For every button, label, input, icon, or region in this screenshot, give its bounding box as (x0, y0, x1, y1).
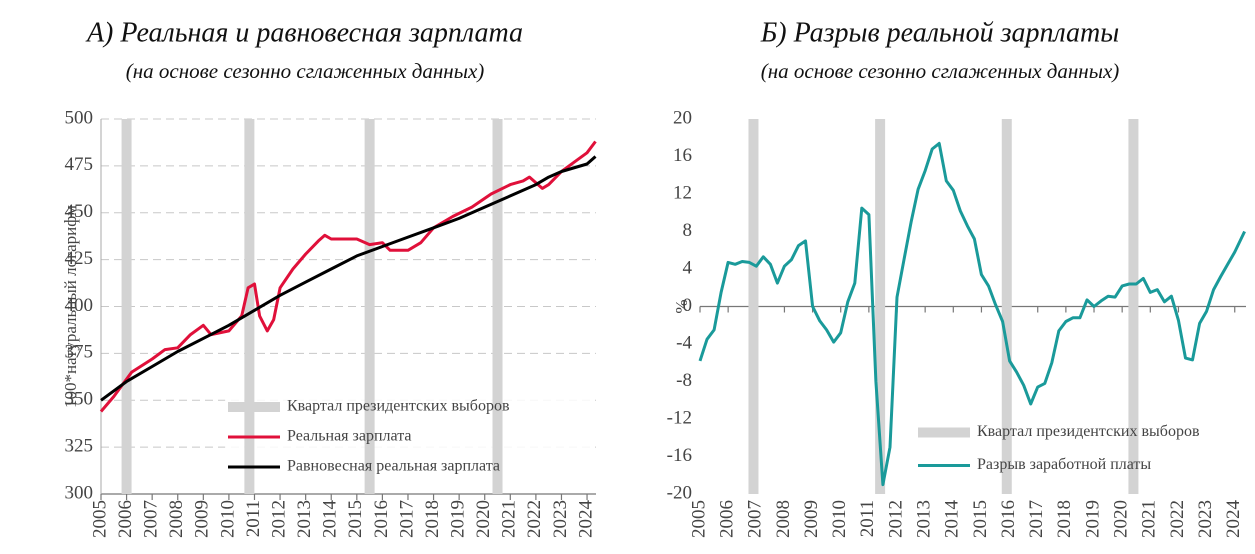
chart-title: Б) Разрыв реальной зарплаты (760, 17, 1119, 48)
legend-swatch (228, 402, 280, 412)
y-tick-label: 300 (65, 482, 94, 503)
x-tick-label: 2006 (717, 500, 738, 538)
election-bar (1001, 119, 1012, 494)
legend-box (915, 416, 1252, 486)
y-tick-label: -12 (667, 407, 692, 428)
x-tick-label: 2022 (524, 500, 545, 538)
y-tick-label: -16 (667, 445, 692, 466)
data-line (698, 141, 1246, 487)
x-tick-label: 2012 (885, 500, 906, 538)
x-tick-label: 2012 (268, 500, 289, 538)
x-tick-label: 2010 (829, 500, 850, 538)
y-tick-label: 12 (673, 182, 692, 203)
election-bar (875, 119, 886, 494)
y-tick-label: 400 (65, 295, 94, 316)
x-tick-label: 2011 (243, 500, 264, 537)
x-tick-label: 2017 (1026, 500, 1047, 538)
chart-subtitle: (на основе сезонно сглаженных данных) (126, 59, 485, 83)
election-bar (748, 119, 759, 494)
x-tick-label: 2013 (294, 500, 315, 538)
y-tick-label: 425 (65, 248, 94, 269)
legend-label: Квартал президентских выборов (977, 423, 1200, 440)
x-tick-label: 2005 (688, 500, 709, 538)
x-tick-label: 2009 (801, 500, 822, 538)
legend-label: Разрыв заработной платы (977, 456, 1151, 473)
x-tick-label: 2006 (115, 500, 136, 538)
election-bar (1128, 119, 1139, 494)
election-bar (121, 119, 132, 494)
x-tick-label: 2018 (422, 500, 443, 538)
x-tick-label: 2023 (1195, 500, 1216, 538)
legend-box (225, 392, 590, 486)
chart-title: А) Реальная и равновесная зарплата (85, 17, 523, 48)
legend-label: Равновесная реальная зарплата (287, 458, 500, 475)
x-tick-label: 2008 (166, 500, 187, 538)
election-bar (364, 119, 375, 494)
x-tick-label: 2019 (447, 500, 468, 538)
y-tick-label: -20 (667, 482, 692, 503)
y-axis-label: 100*натуральный логарифм (61, 205, 80, 408)
x-tick-label: 2007 (745, 500, 766, 538)
x-tick-label: 2011 (857, 500, 878, 537)
y-tick-label: 16 (673, 145, 692, 166)
legend-swatch (918, 427, 970, 438)
x-tick-label: 2007 (141, 500, 162, 538)
chart-subtitle: (на основе сезонно сглаженных данных) (761, 59, 1120, 83)
x-tick-label: 2020 (1111, 500, 1132, 538)
x-tick-label: 2015 (345, 500, 366, 538)
x-tick-label: 2022 (1167, 500, 1188, 538)
x-tick-label: 2024 (575, 500, 596, 539)
data-line (100, 155, 597, 402)
y-tick-label: 375 (65, 342, 94, 363)
y-tick-label: -4 (676, 332, 692, 353)
y-tick-label: -8 (676, 370, 692, 391)
x-tick-label: 2009 (192, 500, 213, 538)
x-tick-label: 2021 (1139, 500, 1160, 538)
y-tick-label: 8 (683, 220, 693, 241)
y-tick-label: 325 (65, 435, 94, 456)
legend-label: Квартал президентских выборов (287, 398, 510, 415)
x-tick-label: 2016 (998, 500, 1019, 538)
data-line (99, 140, 597, 413)
y-axis-label: % (672, 299, 691, 313)
election-bar (244, 119, 255, 494)
x-tick-label: 2015 (970, 500, 991, 538)
election-bar (492, 119, 503, 494)
x-tick-label: 2020 (473, 500, 494, 538)
y-tick-label: 0 (683, 295, 693, 316)
x-tick-label: 2014 (942, 500, 963, 539)
x-tick-label: 2019 (1082, 500, 1103, 538)
x-tick-label: 2008 (773, 500, 794, 538)
x-tick-label: 2017 (396, 500, 417, 538)
y-tick-label: 450 (65, 201, 94, 222)
y-tick-label: 350 (65, 389, 94, 410)
x-tick-label: 2023 (550, 500, 571, 538)
x-tick-label: 2013 (914, 500, 935, 538)
x-tick-label: 2010 (217, 500, 238, 538)
x-tick-label: 2014 (320, 500, 341, 539)
y-tick-label: 500 (65, 107, 94, 128)
x-tick-label: 2005 (89, 500, 110, 538)
y-tick-label: 4 (683, 257, 693, 278)
x-tick-label: 2016 (371, 500, 392, 538)
y-tick-label: 475 (65, 154, 94, 175)
y-tick-label: 20 (673, 107, 692, 128)
x-tick-label: 2024 (1223, 500, 1244, 539)
legend-label: Реальная зарплата (287, 428, 411, 445)
x-tick-label: 2021 (499, 500, 520, 538)
x-tick-label: 2018 (1054, 500, 1075, 538)
